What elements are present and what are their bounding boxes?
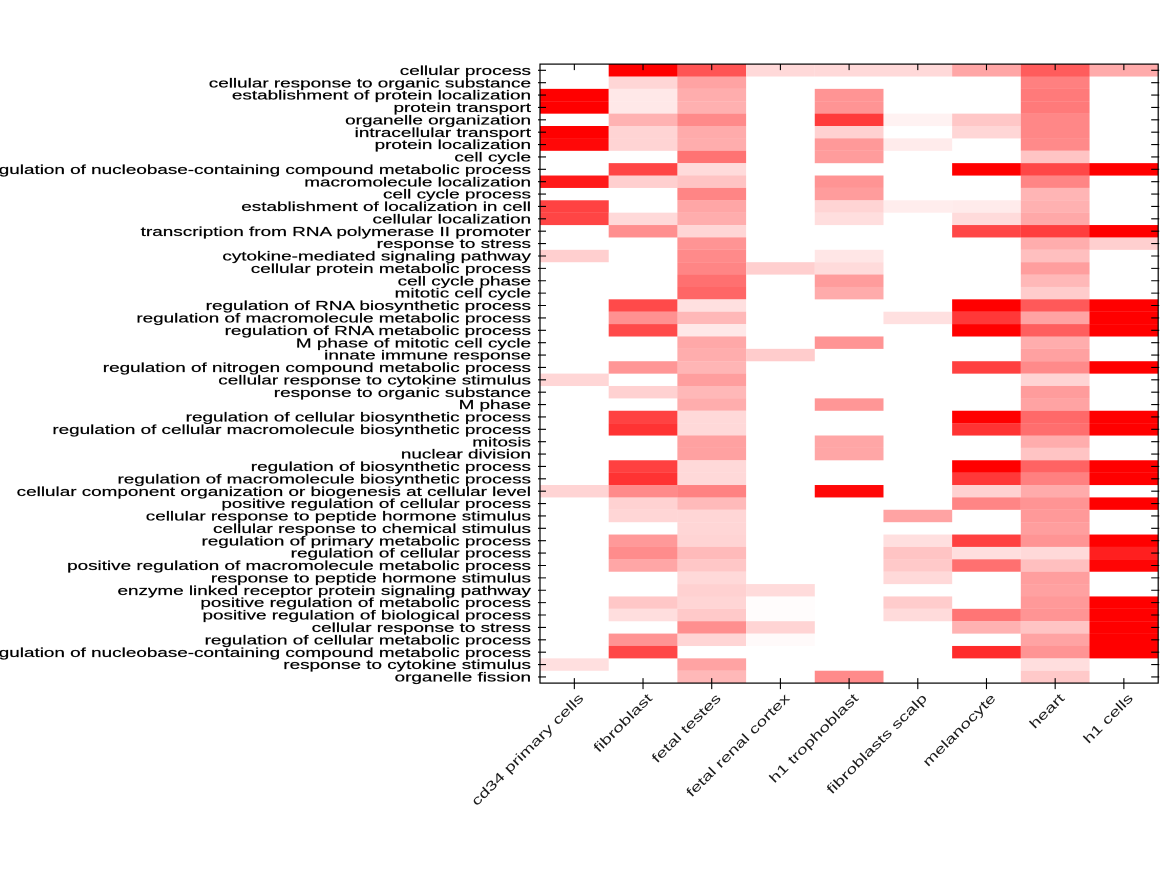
svg-text:M phase of mitotic cell cycle: M phase of mitotic cell cycle	[296, 335, 531, 350]
svg-text:regulation of nucleobase-conta: regulation of nucleobase-containing comp…	[0, 645, 531, 660]
svg-text:transcription from RNA polymer: transcription from RNA polymerase II pro…	[141, 224, 532, 239]
svg-text:regulation of primary metaboli: regulation of primary metabolic process	[202, 533, 532, 548]
svg-text:cellular response to stress: cellular response to stress	[312, 620, 532, 635]
svg-text:positive regulation of biologi: positive regulation of biological proces…	[203, 608, 532, 623]
svg-text:cellular component organizatio: cellular component organization or bioge…	[17, 484, 531, 499]
svg-text:nuclear division: nuclear division	[401, 447, 531, 462]
svg-text:cellular response to chemical: cellular response to chemical stimulus	[213, 521, 531, 536]
svg-text:mitotic cell cycle: mitotic cell cycle	[395, 286, 531, 301]
svg-text:cytokine-mediated signaling pa: cytokine-mediated signaling pathway	[222, 249, 531, 264]
svg-text:organelle organization: organelle organization	[345, 112, 531, 127]
svg-text:innate immune response: innate immune response	[324, 348, 531, 363]
svg-text:regulation of RNA metabolic pr: regulation of RNA metabolic process	[225, 323, 532, 338]
svg-text:regulation of cellular process: regulation of cellular process	[291, 546, 532, 561]
svg-text:organelle fission: organelle fission	[395, 670, 531, 685]
svg-text:protein localization: protein localization	[375, 137, 531, 152]
svg-text:cell cycle phase: cell cycle phase	[398, 273, 531, 288]
svg-text:positive regulation of macromo: positive regulation of macromolecule met…	[67, 558, 531, 573]
svg-text:response to cytokine stimulus: response to cytokine stimulus	[283, 657, 531, 672]
svg-text:mitosis: mitosis	[472, 434, 531, 449]
svg-text:positive regulation of metabol: positive regulation of metabolic process	[200, 595, 531, 610]
svg-text:cellular response to cytokine: cellular response to cytokine stimulus	[218, 372, 531, 387]
svg-text:regulation of nucleobase-conta: regulation of nucleobase-containing comp…	[0, 162, 531, 177]
svg-text:cell cycle: cell cycle	[454, 150, 531, 165]
svg-text:enzyme linked receptor protein: enzyme linked receptor protein signaling…	[118, 583, 532, 598]
svg-text:response to peptide hormone st: response to peptide hormone stimulus	[211, 570, 532, 585]
svg-text:regulation of macromolecule bi: regulation of macromolecule biosynthetic…	[118, 471, 532, 486]
svg-text:regulation of RNA biosynthetic: regulation of RNA biosynthetic process	[206, 298, 532, 313]
svg-text:cellular response to organic s: cellular response to organic substance	[209, 75, 531, 90]
svg-text:positive regulation of cellula: positive regulation of cellular process	[221, 496, 531, 511]
svg-text:regulation of cellular macromo: regulation of cellular macromolecule bio…	[52, 422, 531, 437]
svg-text:regulation of nitrogen compoun: regulation of nitrogen compound metaboli…	[103, 360, 532, 375]
svg-text:cellular protein metabolic pro: cellular protein metabolic process	[251, 261, 532, 276]
svg-text:establishment of protein local: establishment of protein localization	[232, 88, 531, 103]
svg-text:cellular process: cellular process	[400, 63, 532, 78]
svg-text:regulation of macromolecule me: regulation of macromolecule metabolic pr…	[136, 310, 531, 325]
svg-text:regulation of cellular metabol: regulation of cellular metabolic process	[205, 632, 532, 647]
svg-text:response to stress: response to stress	[377, 236, 532, 251]
svg-text:cellular localization: cellular localization	[373, 211, 532, 226]
svg-text:establishment of localization: establishment of localization in cell	[241, 199, 531, 214]
svg-text:regulation of biosynthetic pro: regulation of biosynthetic process	[251, 459, 532, 474]
svg-text:response to organic substance: response to organic substance	[274, 385, 531, 400]
svg-text:M phase: M phase	[459, 397, 531, 412]
svg-text:protein transport: protein transport	[394, 100, 532, 115]
svg-text:cell cycle process: cell cycle process	[383, 187, 531, 202]
svg-text:intracellular transport: intracellular transport	[355, 125, 532, 140]
svg-text:regulation of cellular biosynt: regulation of cellular biosynthetic proc…	[186, 410, 532, 425]
svg-text:macromolecule localization: macromolecule localization	[304, 174, 531, 189]
svg-text:cellular response to peptide h: cellular response to peptide hormone sti…	[146, 509, 532, 524]
